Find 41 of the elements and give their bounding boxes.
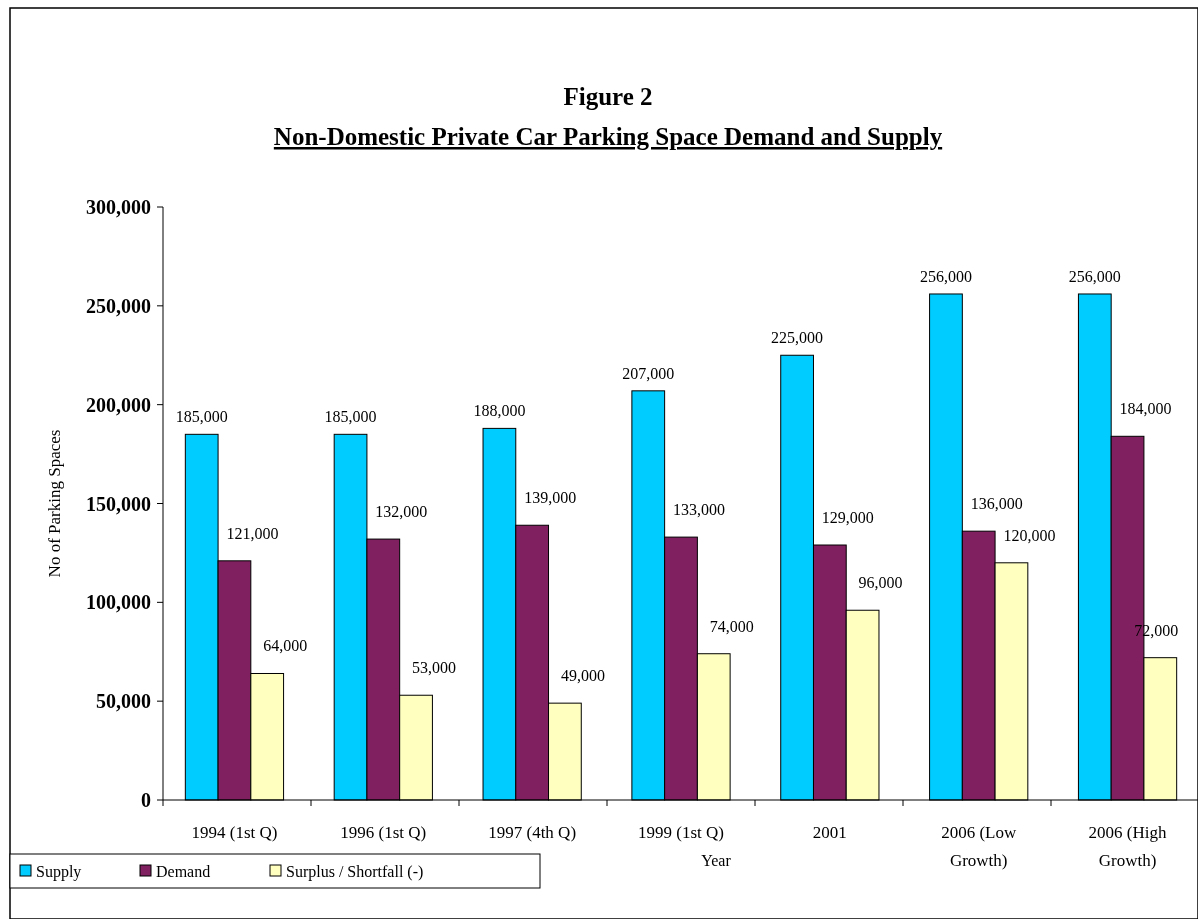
y-tick-label: 150,000 <box>86 492 151 515</box>
data-label: 184,000 <box>1119 400 1172 418</box>
x-tick-label: 1997 (4th Q) <box>488 823 577 842</box>
data-label: 120,000 <box>1003 526 1056 544</box>
y-tick-label: 300,000 <box>86 196 151 218</box>
data-label: 185,000 <box>324 408 377 426</box>
y-tick-label: 50,000 <box>96 690 151 713</box>
data-label: 188,000 <box>473 402 526 420</box>
data-label: 207,000 <box>622 364 675 382</box>
data-label: 136,000 <box>970 495 1023 513</box>
x-tick-label: 2001 <box>812 823 847 842</box>
data-label: 74,000 <box>709 617 754 635</box>
data-label: 256,000 <box>919 267 972 285</box>
x-tick-label: 1999 (1st Q) <box>638 823 724 842</box>
chart-subtitle: Non-Domestic Private Car Parking Space Demand and Supply <box>273 123 943 150</box>
legend-label: Supply <box>36 862 82 881</box>
data-label: 185,000 <box>175 408 228 426</box>
x-tick-label: 2006 (Low Growth) <box>941 823 1017 870</box>
x-axis-title: Year <box>701 852 732 869</box>
data-label: 133,000 <box>673 501 725 519</box>
data-label: 225,000 <box>771 329 824 347</box>
data-label: 53,000 <box>412 659 457 677</box>
chart-title: Figure 2 <box>563 83 653 110</box>
data-label: 132,000 <box>375 503 428 521</box>
y-tick-label: 250,000 <box>86 294 151 317</box>
data-label: 64,000 <box>263 637 308 655</box>
x-tick-label: 1996 (1st Q) <box>340 823 427 842</box>
y-axis-title: No of Parking Spaces <box>45 429 64 578</box>
data-label: 49,000 <box>560 667 605 685</box>
data-label: 256,000 <box>1068 267 1121 285</box>
legend-label: Demand <box>156 862 211 880</box>
data-label: 121,000 <box>226 524 279 542</box>
y-tick-label: 200,000 <box>86 393 151 416</box>
x-tick-label: 2006 (High Growth) <box>1088 823 1167 870</box>
data-label: 129,000 <box>821 509 874 527</box>
data-label: 139,000 <box>524 489 577 507</box>
y-tick-label: 100,000 <box>86 591 151 614</box>
data-label: 96,000 <box>858 574 903 592</box>
y-tick-label: 0 <box>141 789 151 811</box>
legend-label: Surplus / Shortfall (-) <box>286 862 424 881</box>
x-tick-label: 1994 (1st Q) <box>191 823 278 842</box>
